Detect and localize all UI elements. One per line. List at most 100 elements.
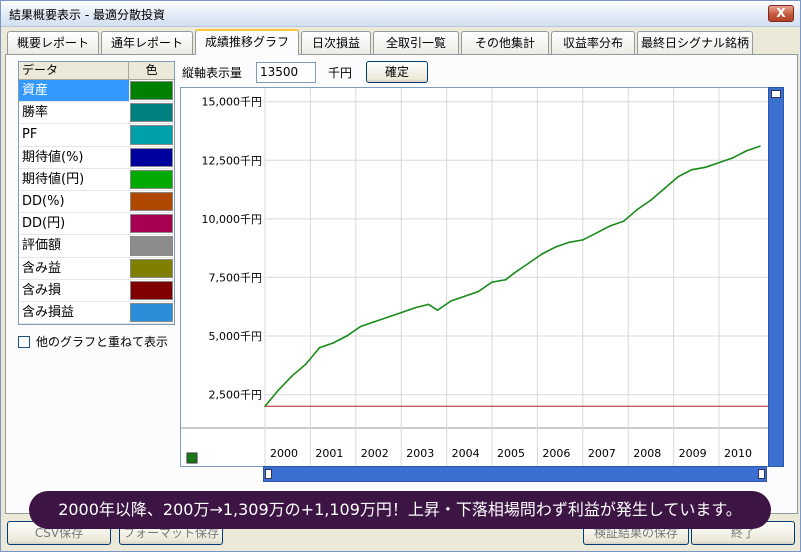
chart-panel: データ 色 資産 勝率 PF 期待値(%) 期待値(円) DD(%) DD(円) 評価額 含み益… <box>5 54 798 514</box>
legend-color-swatch[interactable] <box>130 302 173 323</box>
asset-data-point <box>595 232 598 234</box>
legend-row[interactable]: 含み損 <box>19 280 174 302</box>
legend-row[interactable]: 期待値(%) <box>19 147 174 169</box>
y-tick-label: 15,000千円 <box>202 96 263 109</box>
asset-data-point <box>291 375 294 377</box>
overlay-graphs-option[interactable]: 他のグラフと重ねて表示 <box>18 333 168 350</box>
legend-row[interactable]: 勝率 <box>19 102 174 125</box>
overlay-graphs-checkbox[interactable] <box>18 335 30 348</box>
title-bar: 結果概要表示 - 最適分散投資 X <box>1 1 800 27</box>
legend-row[interactable]: 含み損益 <box>19 302 174 325</box>
asset-data-point <box>386 316 389 319</box>
asset-data-point <box>568 241 571 244</box>
legend-row-label: DD(円) <box>22 216 66 232</box>
asset-data-point <box>463 295 466 297</box>
asset-data-point <box>745 150 748 152</box>
axis-range-label: 縦軸表示量 <box>182 65 243 80</box>
x-tick-label: 2000 <box>270 447 298 460</box>
legend-color-swatch[interactable] <box>130 81 173 101</box>
tab-5[interactable]: 全取引一覧 <box>373 31 459 54</box>
asset-data-point <box>582 239 584 241</box>
vertical-scrollbar[interactable] <box>768 87 784 467</box>
asset-data-point <box>277 389 280 391</box>
x-tick-label: 2003 <box>406 447 434 460</box>
horizontal-scroll-left-knob[interactable] <box>265 469 272 479</box>
asset-data-point <box>663 187 666 190</box>
legend-color-swatch[interactable] <box>130 169 173 189</box>
asset-data-point <box>477 290 480 293</box>
legend-row-label: 含み益 <box>22 260 62 276</box>
x-tick-label: 2005 <box>497 447 525 460</box>
legend-header-data: データ <box>19 62 129 79</box>
asset-data-point <box>513 271 516 274</box>
asset-data-point <box>609 225 611 227</box>
asset-chart: 2,500千円 5,000千円 7,500千円 10,000千円 12,500千円 15,… <box>180 87 772 467</box>
legend-row[interactable]: 評価額 <box>19 235 174 258</box>
tab-1[interactable]: 概要レポート <box>7 31 99 54</box>
y-tick-label: 5,000千円 <box>209 330 263 343</box>
legend-color-swatch[interactable] <box>130 147 173 167</box>
legend-color-swatch[interactable] <box>130 191 173 212</box>
y-tick-label: 7,500千円 <box>209 271 263 284</box>
legend-color-swatch[interactable] <box>130 258 173 278</box>
legend-row-label: 資産 <box>19 80 129 102</box>
legend-row-label: 含み損益 <box>22 304 75 320</box>
asset-data-point <box>414 307 416 309</box>
asset-data-point <box>450 300 452 302</box>
x-tick-label: 2009 <box>679 447 707 460</box>
legend-row[interactable]: 含み益 <box>19 258 174 280</box>
confirm-button[interactable]: 確定 <box>366 61 429 83</box>
asset-data-point <box>731 157 734 159</box>
asset-data-point <box>691 168 693 171</box>
legend-color-swatch[interactable] <box>130 280 173 300</box>
x-tick-label: 2004 <box>452 447 480 460</box>
tab-6[interactable]: その他集計 <box>461 31 549 54</box>
asset-chart-svg: 2,500千円 5,000千円 7,500千円 10,000千円 12,500千円 15,… <box>181 88 771 466</box>
x-tick-label: 2002 <box>361 447 389 460</box>
horizontal-scroll-right-knob[interactable] <box>758 469 765 479</box>
asset-data-point <box>359 325 362 328</box>
asset-data-point <box>400 311 403 314</box>
legend-row[interactable]: PF <box>19 124 174 147</box>
legend-color-swatch[interactable] <box>130 103 173 123</box>
window-title: 結果概要表示 - 最適分散投資 <box>9 8 165 22</box>
asset-data-point <box>759 145 761 148</box>
asset-data-point <box>622 220 625 222</box>
asset-data-point <box>541 253 543 255</box>
axis-range-input[interactable]: 13500 <box>256 61 317 83</box>
legend-row-label: 評価額 <box>22 238 62 254</box>
tab-7[interactable]: 収益率分布 <box>551 31 635 54</box>
vertical-scroll-knob[interactable] <box>771 90 781 98</box>
legend-row[interactable]: DD(円) <box>19 213 174 236</box>
tab-4[interactable]: 日次損益 <box>301 31 371 54</box>
x-tick-label: 2008 <box>633 447 661 460</box>
overlay-graphs-label: 他のグラフと重ねて表示 <box>36 335 169 349</box>
asset-data-point <box>650 199 652 201</box>
legend-row[interactable]: DD(%) <box>19 191 174 214</box>
legend-color-swatch[interactable] <box>130 236 173 256</box>
asset-data-point <box>491 281 493 283</box>
legend-row[interactable]: 期待値(円) <box>19 169 174 191</box>
axis-range-control: 縦軸表示量 13500 千円 確定 <box>182 61 429 83</box>
asset-data-point <box>527 262 530 265</box>
tab-strip: 概要レポート 通年レポート 成績推移グラフ 日次損益 全取引一覧 その他集計 収益率分布 最終… <box>5 29 798 55</box>
legend-row-label: 勝率 <box>22 105 49 121</box>
asset-data-point <box>554 246 557 248</box>
legend-row-label: 含み損 <box>22 282 62 298</box>
x-tick-label: 2007 <box>588 447 616 460</box>
legend-row-label: 期待値(%) <box>22 149 84 165</box>
asset-data-point <box>373 321 375 323</box>
x-tick-label: 2001 <box>315 447 343 460</box>
tab-3[interactable]: 成績推移グラフ <box>195 29 299 55</box>
tab-8[interactable]: 最終日シグナル銘柄 <box>637 31 753 54</box>
horizontal-scrollbar[interactable] <box>263 466 767 482</box>
legend-row[interactable]: 資産 <box>19 80 174 103</box>
asset-data-point <box>677 175 679 178</box>
legend-color-swatch[interactable] <box>130 214 173 234</box>
legend-color-swatch[interactable] <box>130 125 173 145</box>
asset-data-point <box>318 346 321 349</box>
asset-data-point <box>718 161 720 164</box>
close-window-button[interactable]: X <box>768 5 794 22</box>
tab-2[interactable]: 通年レポート <box>101 31 193 54</box>
legend-row-label: 期待値(円) <box>22 171 85 187</box>
